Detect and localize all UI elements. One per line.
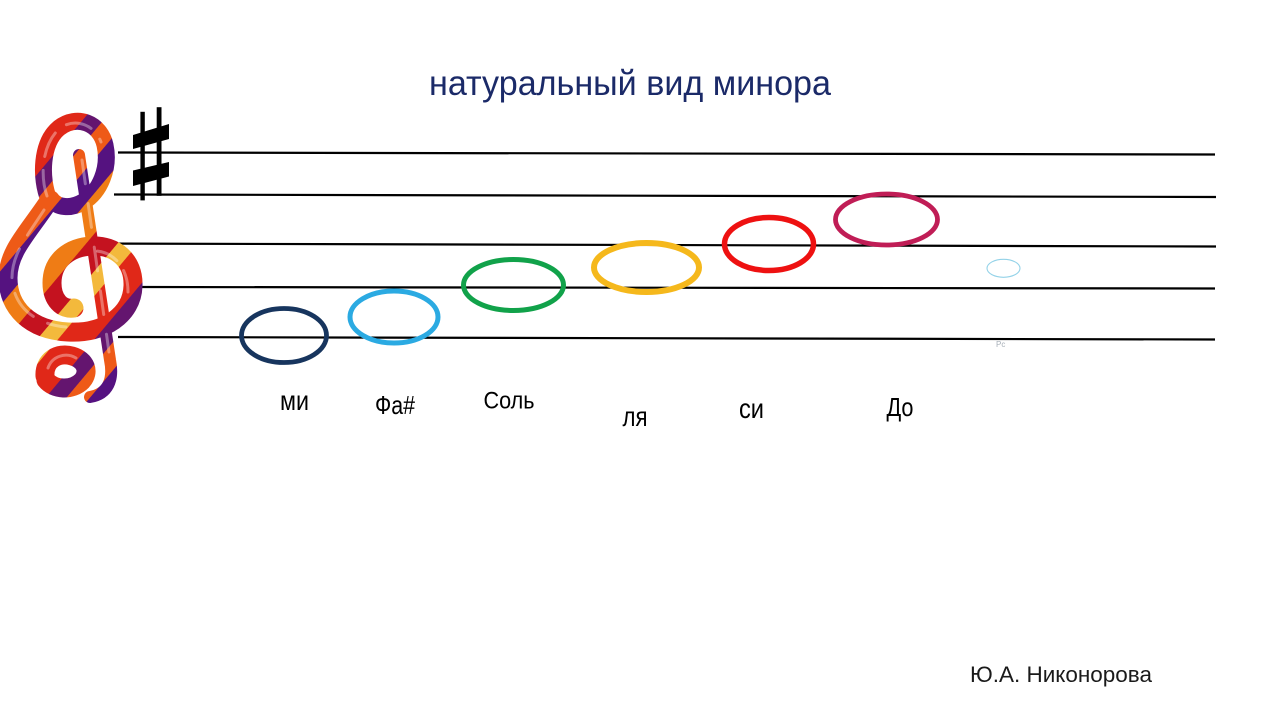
svg-text:ми: ми: [280, 385, 309, 416]
svg-text:До: До: [887, 392, 914, 422]
svg-text:ля: ля: [623, 401, 648, 432]
svg-text:Ю.А. Никонорова: Ю.А. Никонорова: [970, 662, 1152, 687]
svg-text:натуральный вид минора: натуральный вид минора: [429, 63, 831, 103]
svg-text:Соль: Соль: [484, 388, 535, 415]
svg-text:Фа#: Фа#: [375, 390, 415, 420]
svg-text:си: си: [739, 393, 764, 424]
svg-text:Рс: Рс: [996, 340, 1005, 349]
